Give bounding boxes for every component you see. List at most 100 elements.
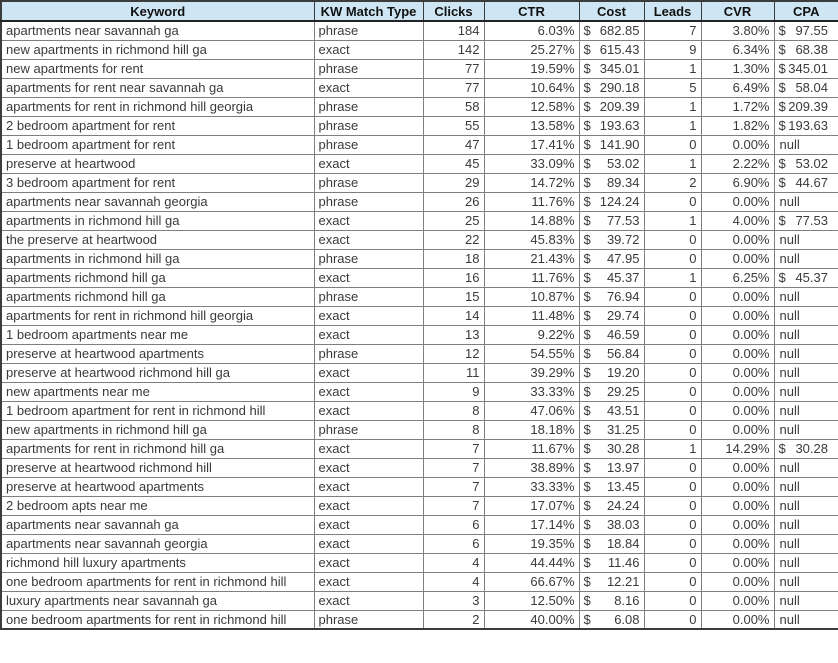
cell-leads[interactable]: 0 xyxy=(643,343,702,364)
cell-cpa-null[interactable]: null xyxy=(773,533,838,554)
cell-match-type[interactable]: exact xyxy=(313,305,424,326)
cell-match-type[interactable]: exact xyxy=(313,381,424,402)
cell-cpa[interactable]: $58.04 xyxy=(773,77,838,98)
cell-cvr[interactable]: 0.00% xyxy=(700,362,775,383)
cell-cpa-null[interactable]: null xyxy=(773,229,838,250)
cell-match-type[interactable]: exact xyxy=(313,324,424,345)
cell-match-type[interactable]: exact xyxy=(313,39,424,60)
cell-cpa-null[interactable]: null xyxy=(773,552,838,573)
cell-keyword[interactable]: apartments near savannah georgia xyxy=(0,533,315,554)
cell-keyword[interactable]: new apartments near me xyxy=(0,381,315,402)
cell-match-type[interactable]: phrase xyxy=(313,286,424,307)
cell-match-type[interactable]: exact xyxy=(313,457,424,478)
cell-cost[interactable]: $39.72 xyxy=(578,229,645,250)
cell-leads[interactable]: 0 xyxy=(643,305,702,326)
cell-leads[interactable]: 7 xyxy=(643,20,702,41)
cell-keyword[interactable]: apartments in richmond hill ga xyxy=(0,210,315,231)
cell-clicks[interactable]: 77 xyxy=(422,58,485,79)
cell-cost[interactable]: $209.39 xyxy=(578,96,645,117)
cell-cost[interactable]: $45.37 xyxy=(578,267,645,288)
cell-keyword[interactable]: 2 bedroom apartment for rent xyxy=(0,115,315,136)
cell-keyword[interactable]: new apartments in richmond hill ga xyxy=(0,39,315,60)
cell-ctr[interactable]: 17.14% xyxy=(483,514,580,535)
cell-clicks[interactable]: 6 xyxy=(422,533,485,554)
cell-cost[interactable]: $6.08 xyxy=(578,609,645,630)
cell-cvr[interactable]: 0.00% xyxy=(700,571,775,592)
cell-cpa-null[interactable]: null xyxy=(773,248,838,269)
cell-match-type[interactable]: exact xyxy=(313,476,424,497)
cell-clicks[interactable]: 47 xyxy=(422,134,485,155)
cell-clicks[interactable]: 55 xyxy=(422,115,485,136)
cell-cpa[interactable]: $77.53 xyxy=(773,210,838,231)
cell-cvr[interactable]: 0.00% xyxy=(700,305,775,326)
cell-clicks[interactable]: 58 xyxy=(422,96,485,117)
cell-cpa-null[interactable]: null xyxy=(773,362,838,383)
cell-match-type[interactable]: exact xyxy=(313,210,424,231)
cell-leads[interactable]: 1 xyxy=(643,115,702,136)
cell-keyword[interactable]: apartments richmond hill ga xyxy=(0,286,315,307)
cell-cpa-null[interactable]: null xyxy=(773,590,838,611)
cell-ctr[interactable]: 54.55% xyxy=(483,343,580,364)
cell-clicks[interactable]: 77 xyxy=(422,77,485,98)
cell-cost[interactable]: $615.43 xyxy=(578,39,645,60)
cell-keyword[interactable]: preserve at heartwood richmond hill ga xyxy=(0,362,315,383)
column-header-keyword[interactable]: Keyword xyxy=(0,0,315,22)
cell-leads[interactable]: 0 xyxy=(643,381,702,402)
cell-ctr[interactable]: 33.33% xyxy=(483,476,580,497)
cell-keyword[interactable]: richmond hill luxury apartments xyxy=(0,552,315,573)
cell-clicks[interactable]: 15 xyxy=(422,286,485,307)
cell-leads[interactable]: 5 xyxy=(643,77,702,98)
cell-cost[interactable]: $29.74 xyxy=(578,305,645,326)
cell-ctr[interactable]: 47.06% xyxy=(483,400,580,421)
cell-clicks[interactable]: 7 xyxy=(422,495,485,516)
cell-clicks[interactable]: 7 xyxy=(422,457,485,478)
cell-ctr[interactable]: 12.50% xyxy=(483,590,580,611)
cell-cost[interactable]: $19.20 xyxy=(578,362,645,383)
cell-cpa-null[interactable]: null xyxy=(773,571,838,592)
cell-ctr[interactable]: 40.00% xyxy=(483,609,580,630)
cell-ctr[interactable]: 14.72% xyxy=(483,172,580,193)
cell-cvr[interactable]: 14.29% xyxy=(700,438,775,459)
cell-cpa-null[interactable]: null xyxy=(773,609,838,630)
cell-cost[interactable]: $53.02 xyxy=(578,153,645,174)
cell-cpa-null[interactable]: null xyxy=(773,343,838,364)
cell-cpa-null[interactable]: null xyxy=(773,419,838,440)
cell-cvr[interactable]: 6.25% xyxy=(700,267,775,288)
cell-clicks[interactable]: 45 xyxy=(422,153,485,174)
cell-leads[interactable]: 0 xyxy=(643,457,702,478)
cell-match-type[interactable]: exact xyxy=(313,77,424,98)
cell-cvr[interactable]: 0.00% xyxy=(700,191,775,212)
cell-keyword[interactable]: apartments for rent in richmond hill geo… xyxy=(0,305,315,326)
cell-cpa[interactable]: $193.63 xyxy=(773,115,838,136)
cell-cost[interactable]: $43.51 xyxy=(578,400,645,421)
cell-cvr[interactable]: 1.30% xyxy=(700,58,775,79)
cell-clicks[interactable]: 18 xyxy=(422,248,485,269)
cell-cpa-null[interactable]: null xyxy=(773,305,838,326)
cell-keyword[interactable]: preserve at heartwood xyxy=(0,153,315,174)
cell-leads[interactable]: 0 xyxy=(643,495,702,516)
cell-cpa[interactable]: $68.38 xyxy=(773,39,838,60)
cell-cpa[interactable]: $45.37 xyxy=(773,267,838,288)
cell-leads[interactable]: 0 xyxy=(643,533,702,554)
cell-cpa-null[interactable]: null xyxy=(773,457,838,478)
cell-cost[interactable]: $38.03 xyxy=(578,514,645,535)
cell-leads[interactable]: 1 xyxy=(643,267,702,288)
cell-cost[interactable]: $193.63 xyxy=(578,115,645,136)
cell-cvr[interactable]: 6.90% xyxy=(700,172,775,193)
cell-cpa[interactable]: $30.28 xyxy=(773,438,838,459)
cell-match-type[interactable]: exact xyxy=(313,590,424,611)
cell-clicks[interactable]: 7 xyxy=(422,438,485,459)
cell-match-type[interactable]: phrase xyxy=(313,248,424,269)
cell-keyword[interactable]: 2 bedroom apts near me xyxy=(0,495,315,516)
cell-cost[interactable]: $30.28 xyxy=(578,438,645,459)
cell-cpa-null[interactable]: null xyxy=(773,400,838,421)
cell-match-type[interactable]: phrase xyxy=(313,172,424,193)
cell-cvr[interactable]: 1.72% xyxy=(700,96,775,117)
cell-leads[interactable]: 2 xyxy=(643,172,702,193)
cell-cost[interactable]: $47.95 xyxy=(578,248,645,269)
cell-match-type[interactable]: exact xyxy=(313,552,424,573)
cell-cvr[interactable]: 0.00% xyxy=(700,552,775,573)
cell-match-type[interactable]: exact xyxy=(313,362,424,383)
cell-keyword[interactable]: apartments for rent near savannah ga xyxy=(0,77,315,98)
cell-keyword[interactable]: 1 bedroom apartments near me xyxy=(0,324,315,345)
